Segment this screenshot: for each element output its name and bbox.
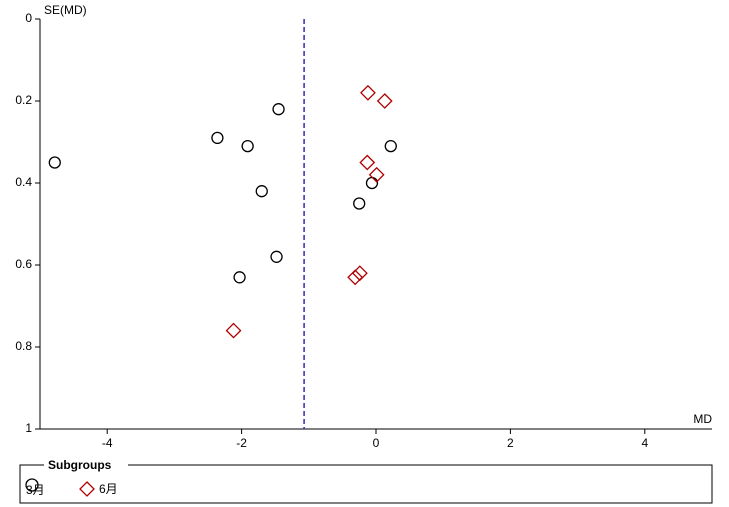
legend-title: Subgroups [48,458,112,472]
x-tick-label: -4 [102,436,113,450]
y-axis-title: SE(MD) [44,3,87,17]
y-tick-label: 0.2 [15,93,32,107]
x-axis-title: MD [693,412,712,426]
legend-title-bg [44,459,128,471]
point [270,250,283,263]
point [360,84,376,101]
point [255,185,268,198]
point [359,154,376,171]
y-tick-label: 0 [25,11,32,25]
point [347,269,364,286]
legend-label: 3月 [26,483,45,497]
legend-box [19,464,713,504]
point [233,271,246,284]
point [368,166,385,183]
point [272,103,285,116]
y-tick-label: 0.6 [15,257,32,271]
legend-marker [25,478,39,492]
point [211,131,224,145]
x-tick-label: -2 [236,436,247,450]
point [241,139,254,153]
point [48,156,61,169]
point [365,176,379,190]
point [225,322,242,339]
point [376,93,393,109]
x-tick-label: 0 [373,436,380,450]
x-tick-label: 4 [641,436,648,450]
legend-marker [79,481,95,497]
x-tick-label: 2 [507,436,514,450]
point [384,139,397,153]
y-tick-label: 0.8 [15,339,32,353]
legend-label: 6月 [99,482,118,496]
point [351,265,368,282]
point [353,197,366,210]
y-tick-label: 0.4 [15,175,32,189]
y-tick-label: 1 [25,421,32,435]
